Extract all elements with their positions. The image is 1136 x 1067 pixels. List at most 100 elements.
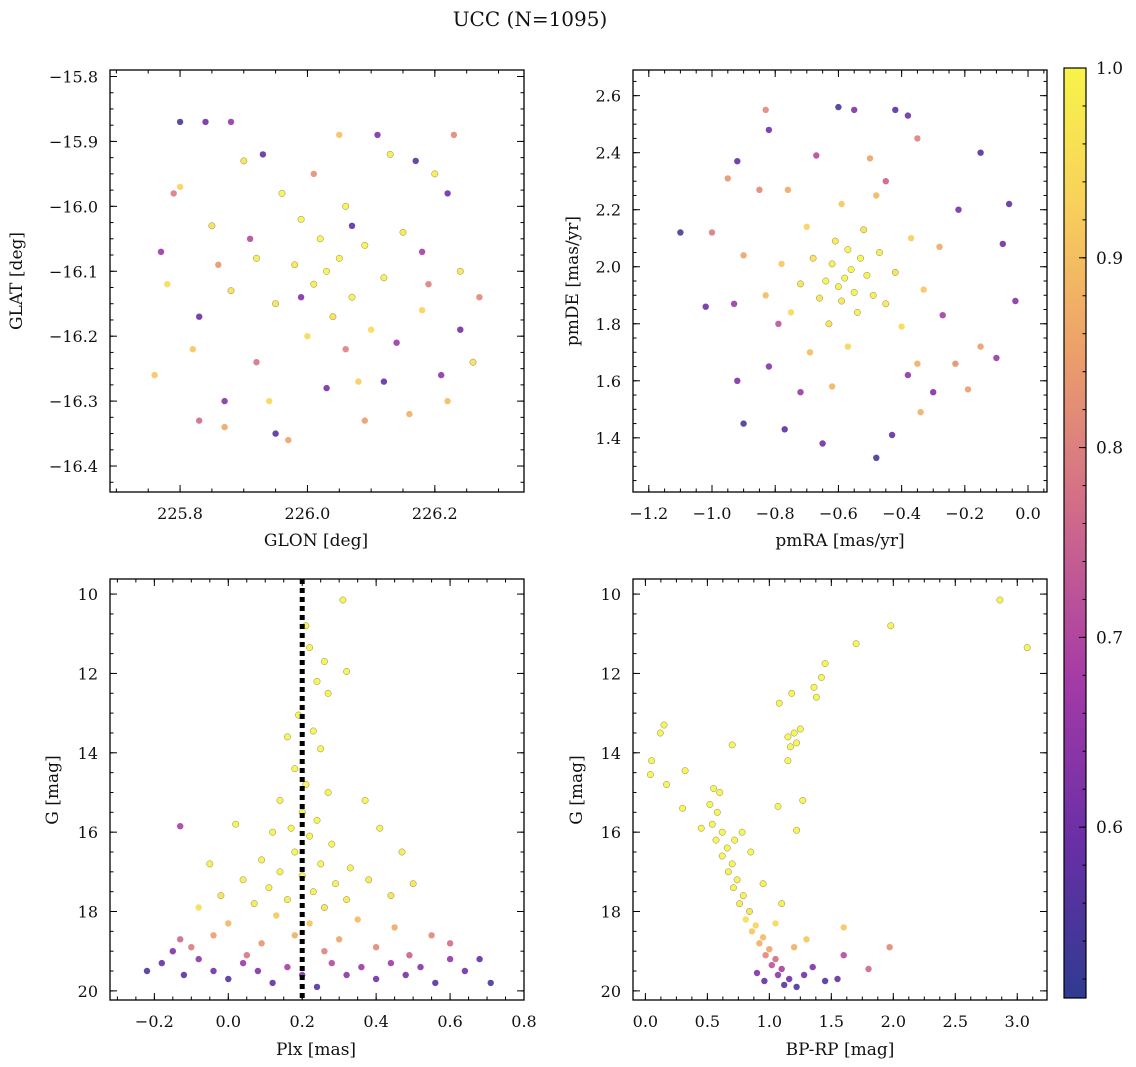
scatter-point — [844, 343, 852, 350]
scatter-point — [276, 868, 284, 876]
scatter-point — [882, 178, 889, 185]
scatter-point — [898, 323, 905, 330]
scatter-point — [343, 896, 351, 904]
scatter-point — [728, 860, 736, 868]
scatter-point — [278, 189, 286, 197]
x-tick-label: −1.2 — [629, 504, 668, 523]
scatter-point — [796, 725, 804, 733]
panel-0-ylabel: GLAT [deg] — [7, 232, 27, 330]
panel-2-ylabel: G [mag] — [43, 755, 63, 824]
y-tick-label: 2.6 — [596, 87, 621, 106]
scatter-point — [158, 959, 165, 967]
scatter-point — [269, 979, 276, 987]
scatter-point — [775, 699, 783, 707]
scatter-point — [336, 131, 343, 139]
scatter-point — [876, 249, 883, 256]
axes-frame — [109, 578, 525, 1001]
scatter-point — [253, 254, 260, 262]
x-tick-label: 0.0 — [216, 1012, 241, 1031]
scatter-point — [681, 767, 689, 775]
scatter-point — [752, 922, 759, 929]
panel-1-xlabel: pmRA [mas/yr] — [775, 531, 904, 551]
y-tick-label: 12 — [601, 664, 621, 683]
y-tick-label: 10 — [78, 585, 98, 604]
scatter-point — [177, 823, 184, 830]
scatter-point — [157, 248, 165, 255]
x-tick-label: 2.0 — [881, 1012, 906, 1031]
scatter-point — [734, 158, 741, 165]
scatter-point — [887, 622, 895, 630]
scatter-point — [210, 967, 217, 975]
scatter-point — [729, 884, 737, 892]
scatter-point — [724, 175, 731, 182]
scatter-point — [778, 260, 785, 268]
x-tick-label: 1.0 — [757, 1012, 782, 1031]
scatter-point — [276, 796, 284, 804]
scatter-point — [164, 281, 171, 288]
scatter-point — [225, 975, 232, 983]
scatter-point — [738, 828, 746, 836]
scatter-point — [800, 971, 808, 979]
scatter-point — [399, 228, 407, 236]
y-tick-label: −15.8 — [49, 67, 98, 86]
scatter-point — [648, 757, 656, 765]
scatter-point — [461, 967, 469, 975]
scatter-point — [765, 126, 773, 134]
scatter-point — [215, 261, 222, 268]
scatter-point — [728, 741, 736, 749]
scatter-point — [328, 959, 335, 967]
scatter-point — [740, 252, 747, 259]
scatter-point — [1023, 644, 1031, 652]
scatter-point — [380, 378, 388, 385]
scatter-point — [784, 186, 792, 193]
scatter-point — [766, 946, 773, 953]
panel-sky-position: 225.8 226.0 226.2 −15.8 −15.9 −16.0 −16.1 −16.2… — [49, 67, 525, 523]
scatter-point — [297, 294, 305, 301]
scatter-point — [376, 824, 384, 832]
scatter-point — [425, 281, 432, 288]
scatter-point — [797, 280, 804, 288]
scatter-point — [920, 286, 927, 293]
scatter-point — [677, 229, 684, 236]
scatter-point — [406, 952, 413, 959]
scatter-point — [176, 118, 184, 126]
scatter-point — [816, 294, 823, 302]
scatter-point — [892, 106, 899, 114]
y-tick-label: −16.2 — [49, 327, 98, 346]
x-tick-label: 0.8 — [511, 1012, 536, 1031]
scatter-point — [328, 840, 336, 848]
scatter-point — [756, 940, 763, 947]
scatter-point — [852, 640, 860, 648]
scatter-point — [269, 828, 277, 836]
scatter-point — [810, 683, 818, 691]
scatter-point — [180, 971, 188, 979]
scatter-point — [320, 904, 328, 911]
scatter-point — [952, 360, 959, 367]
scatter-point — [781, 426, 788, 433]
scatter-point — [914, 360, 921, 367]
scatter-point — [253, 359, 260, 366]
scatter-point — [904, 112, 912, 119]
scatter-point — [361, 796, 369, 804]
x-tick-label: 225.8 — [157, 504, 203, 523]
x-tick-label: 3.0 — [1005, 1012, 1030, 1031]
scatter-point — [361, 417, 368, 424]
scatter-point — [227, 118, 235, 126]
scatter-point — [765, 363, 773, 370]
scatter-point — [450, 131, 458, 139]
scatter-point — [869, 291, 877, 299]
scatter-point — [778, 900, 786, 908]
scatter-point — [273, 912, 280, 919]
scatter-point — [309, 727, 317, 735]
y-tick-label: 18 — [601, 903, 621, 922]
scatter-point — [243, 952, 250, 959]
scatter-point — [775, 320, 782, 327]
scatter-point — [374, 131, 381, 139]
scatter-point — [787, 309, 795, 316]
scatter-point — [840, 924, 847, 931]
scatter-point — [733, 876, 741, 884]
scatter-point — [873, 454, 880, 461]
y-tick-label: 18 — [78, 903, 98, 922]
scatter-point — [324, 689, 332, 697]
